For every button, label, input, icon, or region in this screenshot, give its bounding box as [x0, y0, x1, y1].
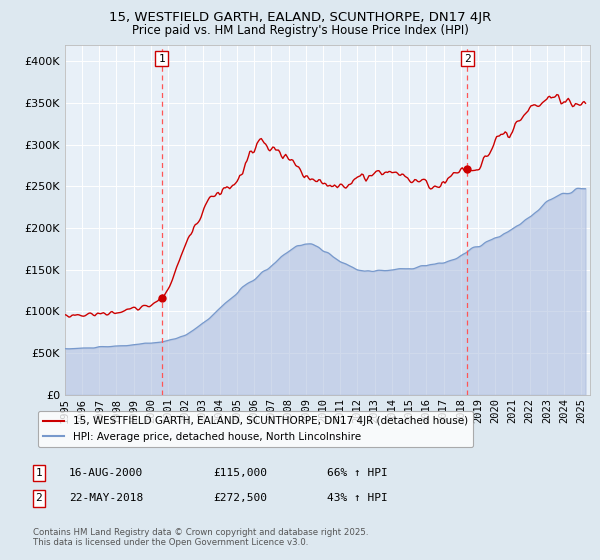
Text: £272,500: £272,500 — [213, 493, 267, 503]
Text: £115,000: £115,000 — [213, 468, 267, 478]
Text: 66% ↑ HPI: 66% ↑ HPI — [327, 468, 388, 478]
Legend: 15, WESTFIELD GARTH, EALAND, SCUNTHORPE, DN17 4JR (detached house), HPI: Average: 15, WESTFIELD GARTH, EALAND, SCUNTHORPE,… — [38, 411, 473, 447]
Text: 43% ↑ HPI: 43% ↑ HPI — [327, 493, 388, 503]
Text: 2: 2 — [35, 493, 43, 503]
Text: 15, WESTFIELD GARTH, EALAND, SCUNTHORPE, DN17 4JR: 15, WESTFIELD GARTH, EALAND, SCUNTHORPE,… — [109, 11, 491, 24]
Text: 1: 1 — [158, 54, 165, 63]
Text: 1: 1 — [35, 468, 43, 478]
Text: Contains HM Land Registry data © Crown copyright and database right 2025.
This d: Contains HM Land Registry data © Crown c… — [33, 528, 368, 548]
Text: 2: 2 — [464, 54, 471, 63]
Text: Price paid vs. HM Land Registry's House Price Index (HPI): Price paid vs. HM Land Registry's House … — [131, 24, 469, 36]
Text: 16-AUG-2000: 16-AUG-2000 — [69, 468, 143, 478]
Text: 22-MAY-2018: 22-MAY-2018 — [69, 493, 143, 503]
